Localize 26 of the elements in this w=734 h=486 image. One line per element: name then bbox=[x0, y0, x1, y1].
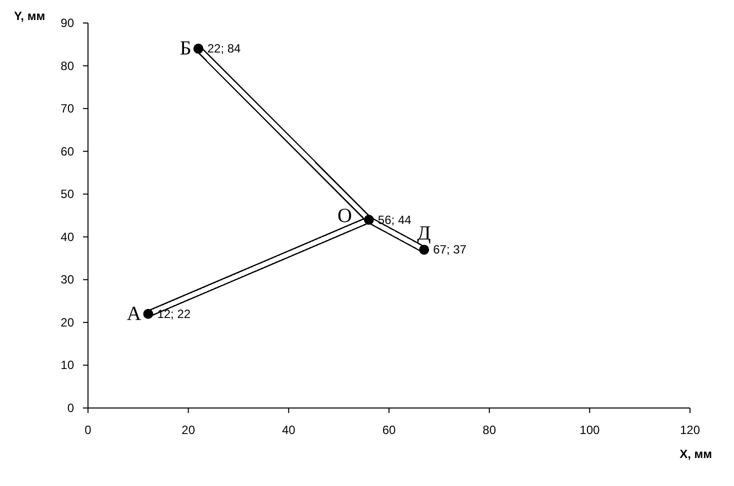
x-tick-label: 0 bbox=[84, 423, 92, 437]
y-tick-label: 70 bbox=[60, 102, 74, 116]
data-label: 67; 37 bbox=[433, 242, 467, 257]
annotation: Д bbox=[417, 222, 432, 245]
data-label: 12; 22 bbox=[157, 306, 191, 321]
x-tick-label: 40 bbox=[282, 423, 296, 437]
y-tick-label: 90 bbox=[60, 16, 74, 30]
x-tick-label: 20 bbox=[182, 423, 196, 437]
y-tick-label: 60 bbox=[60, 144, 74, 158]
y-tick-label: 20 bbox=[60, 315, 74, 330]
x-tick-label: 100 bbox=[580, 423, 600, 437]
y-tick-label: 50 bbox=[60, 187, 74, 202]
annotation: Б bbox=[180, 38, 192, 60]
annotation: А bbox=[126, 302, 142, 325]
x-tick-label: 60 bbox=[382, 423, 396, 437]
x-tick-label: 80 bbox=[482, 423, 496, 437]
y-tick-label: 10 bbox=[60, 358, 74, 372]
y-axis-title: Y, мм bbox=[14, 9, 46, 23]
x-axis-title: X, мм bbox=[680, 447, 712, 461]
y-tick-label: 0 bbox=[67, 401, 74, 415]
x-tick-label: 120 bbox=[680, 423, 700, 437]
y-tick-label: 80 bbox=[60, 58, 74, 73]
data-label: 22; 84 bbox=[207, 42, 242, 56]
annotation: О bbox=[337, 204, 352, 227]
y-tick-label: 40 bbox=[60, 230, 74, 244]
y-tick-label: 30 bbox=[60, 272, 74, 287]
